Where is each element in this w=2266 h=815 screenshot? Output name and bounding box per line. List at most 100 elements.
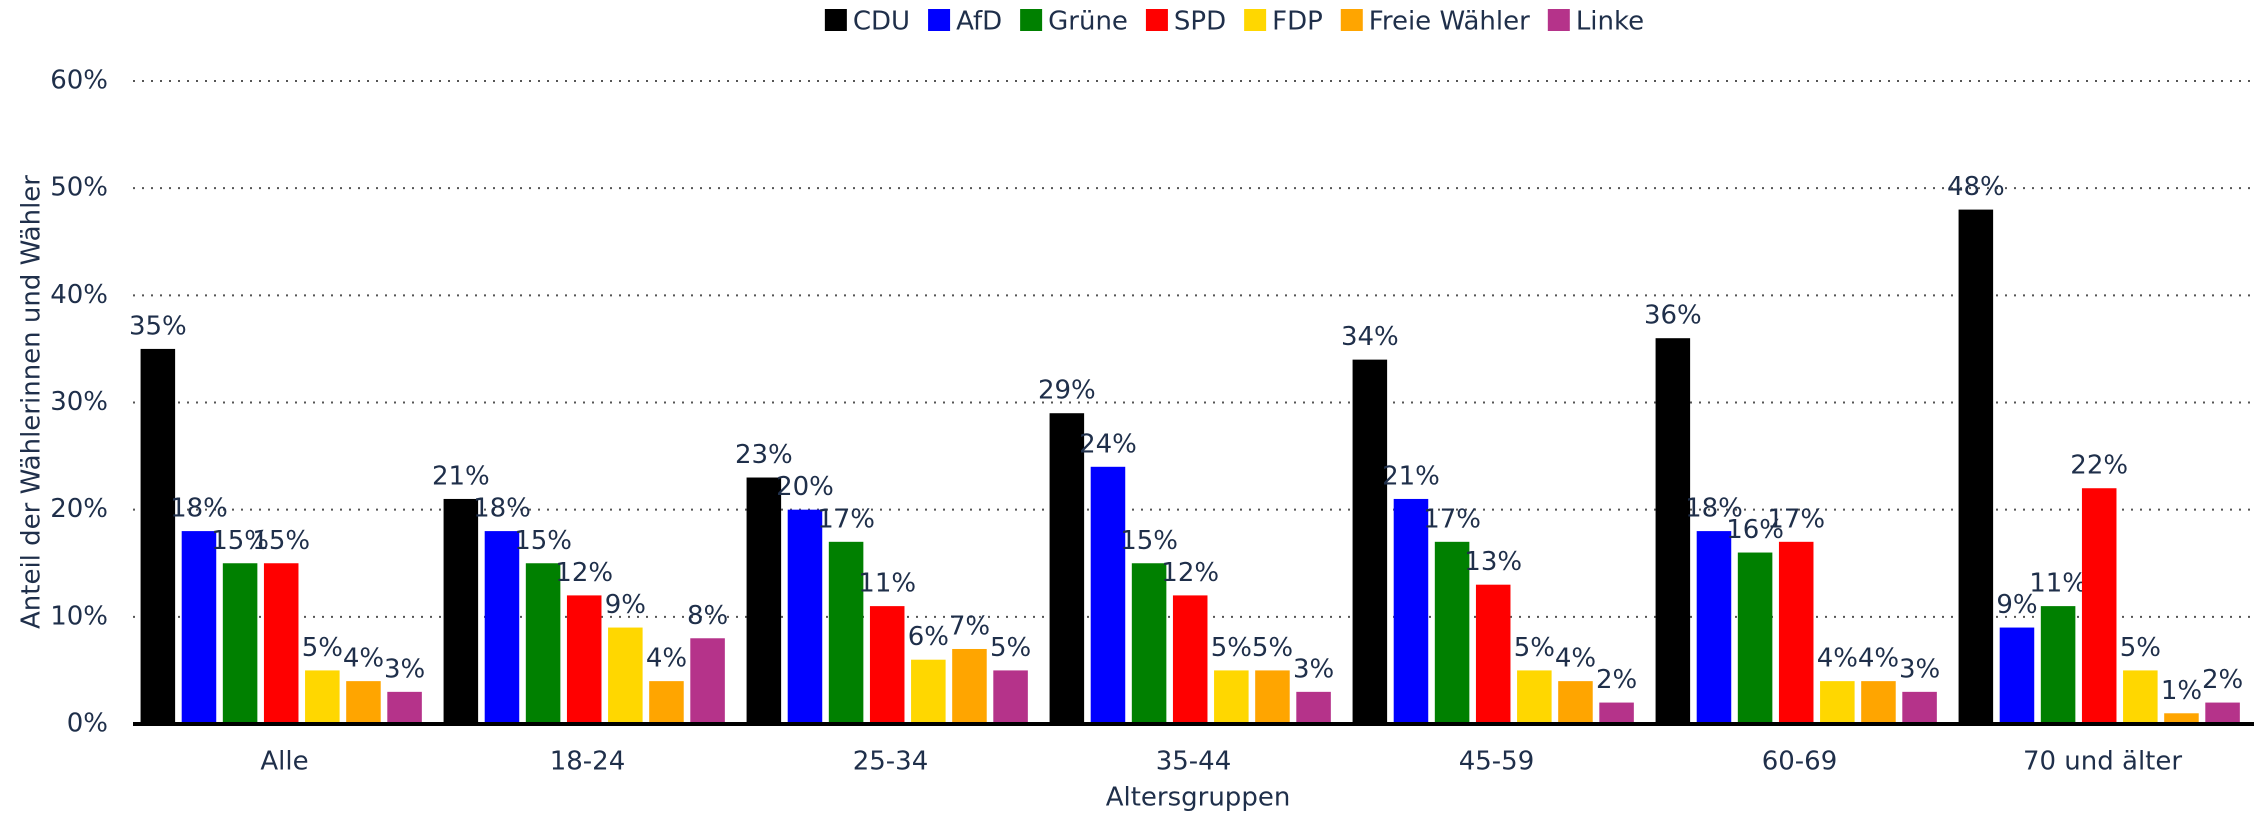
data-label: 5% bbox=[1211, 633, 1252, 663]
legend-label: Linke bbox=[1576, 7, 1644, 37]
data-label: 4% bbox=[646, 644, 687, 674]
data-label: 2% bbox=[1596, 665, 1637, 695]
data-label: 17% bbox=[817, 504, 875, 534]
data-label: 5% bbox=[1252, 633, 1293, 663]
data-label: 18% bbox=[473, 494, 531, 524]
data-label: 11% bbox=[2029, 569, 2087, 599]
data-label: 3% bbox=[1293, 654, 1334, 684]
bar bbox=[1778, 541, 1814, 724]
legend-label: Grüne bbox=[1048, 7, 1128, 37]
data-label: 5% bbox=[990, 633, 1031, 663]
bar bbox=[263, 563, 299, 724]
bar bbox=[1599, 702, 1634, 724]
bar bbox=[346, 681, 381, 724]
legend-swatch bbox=[1547, 9, 1570, 31]
bar bbox=[140, 348, 176, 724]
bar bbox=[222, 563, 258, 724]
bar bbox=[2081, 488, 2117, 724]
bar bbox=[828, 541, 864, 724]
data-label: 36% bbox=[1644, 301, 1702, 331]
data-label: 3% bbox=[1899, 654, 1940, 684]
x-tick-label: 70 und älter bbox=[2023, 747, 2182, 777]
x-tick-label: 35-44 bbox=[1156, 747, 1232, 777]
data-label: 3% bbox=[384, 654, 425, 684]
bar bbox=[993, 670, 1028, 724]
bar bbox=[1999, 627, 2035, 724]
data-label: 5% bbox=[2120, 633, 2161, 663]
bar bbox=[1214, 670, 1249, 724]
data-label: 9% bbox=[1996, 590, 2037, 620]
data-label: 15% bbox=[252, 526, 310, 556]
bar bbox=[1049, 413, 1085, 724]
bar bbox=[869, 606, 905, 724]
legend-label: Freie Wähler bbox=[1369, 7, 1530, 37]
data-label: 21% bbox=[1382, 461, 1440, 491]
data-label: 17% bbox=[1767, 504, 1825, 534]
data-label: 15% bbox=[514, 526, 572, 556]
legend-swatch bbox=[928, 9, 951, 31]
data-label: 4% bbox=[1858, 644, 1899, 674]
data-label: 15% bbox=[211, 526, 269, 556]
data-label: 1% bbox=[2161, 676, 2202, 706]
data-label: 4% bbox=[1817, 644, 1858, 674]
bar bbox=[1296, 691, 1331, 724]
bar bbox=[746, 477, 782, 724]
bar bbox=[1958, 209, 1994, 725]
bar bbox=[1861, 681, 1896, 724]
bar bbox=[2123, 670, 2158, 724]
bar bbox=[1131, 563, 1167, 724]
bar bbox=[443, 498, 479, 724]
bar bbox=[1434, 541, 1470, 724]
bar bbox=[1255, 670, 1290, 724]
bar bbox=[566, 595, 602, 724]
data-label: 12% bbox=[555, 558, 613, 588]
data-label: 18% bbox=[1685, 494, 1743, 524]
bar bbox=[525, 563, 561, 724]
bar bbox=[181, 531, 217, 724]
legend-label: FDP bbox=[1272, 7, 1323, 37]
x-tick-label: 18-24 bbox=[550, 747, 626, 777]
data-label: 18% bbox=[170, 494, 228, 524]
data-label: 20% bbox=[776, 472, 834, 502]
data-label: 11% bbox=[858, 569, 916, 599]
bar bbox=[1352, 359, 1388, 724]
bar bbox=[649, 681, 684, 724]
bar bbox=[484, 531, 520, 724]
data-label: 16% bbox=[1726, 515, 1784, 545]
bar bbox=[787, 509, 823, 724]
data-label: 4% bbox=[343, 644, 384, 674]
legend-label: AfD bbox=[956, 7, 1002, 37]
data-label: 48% bbox=[1947, 172, 2005, 202]
legend-swatch bbox=[824, 9, 847, 31]
data-label: 8% bbox=[687, 601, 728, 631]
legend-label: CDU bbox=[853, 7, 910, 37]
data-label: 13% bbox=[1464, 547, 1522, 577]
bar bbox=[1558, 681, 1593, 724]
bar bbox=[305, 670, 340, 724]
y-tick-label: 10% bbox=[50, 601, 108, 631]
data-label: 21% bbox=[432, 461, 490, 491]
y-tick-label: 20% bbox=[50, 494, 108, 524]
bar bbox=[1655, 338, 1691, 724]
bar bbox=[1172, 595, 1208, 724]
y-tick-label: 60% bbox=[50, 66, 108, 96]
data-label: 23% bbox=[735, 440, 793, 470]
bar bbox=[1737, 552, 1773, 724]
bar bbox=[1090, 466, 1126, 724]
data-label: 6% bbox=[908, 622, 949, 652]
bar bbox=[1393, 498, 1429, 724]
data-label: 35% bbox=[129, 311, 187, 341]
data-label: 9% bbox=[605, 590, 646, 620]
bar bbox=[1517, 670, 1552, 724]
data-label: 29% bbox=[1038, 376, 1096, 406]
y-tick-label: 0% bbox=[67, 709, 108, 739]
legend-swatch bbox=[1145, 9, 1168, 31]
bar bbox=[911, 659, 946, 724]
data-label: 24% bbox=[1079, 429, 1137, 459]
bar bbox=[1696, 531, 1732, 724]
x-axis-label: Altersgruppen bbox=[1106, 783, 1291, 813]
y-tick-label: 50% bbox=[50, 173, 108, 203]
bar bbox=[2164, 713, 2199, 724]
data-label: 12% bbox=[1161, 558, 1219, 588]
